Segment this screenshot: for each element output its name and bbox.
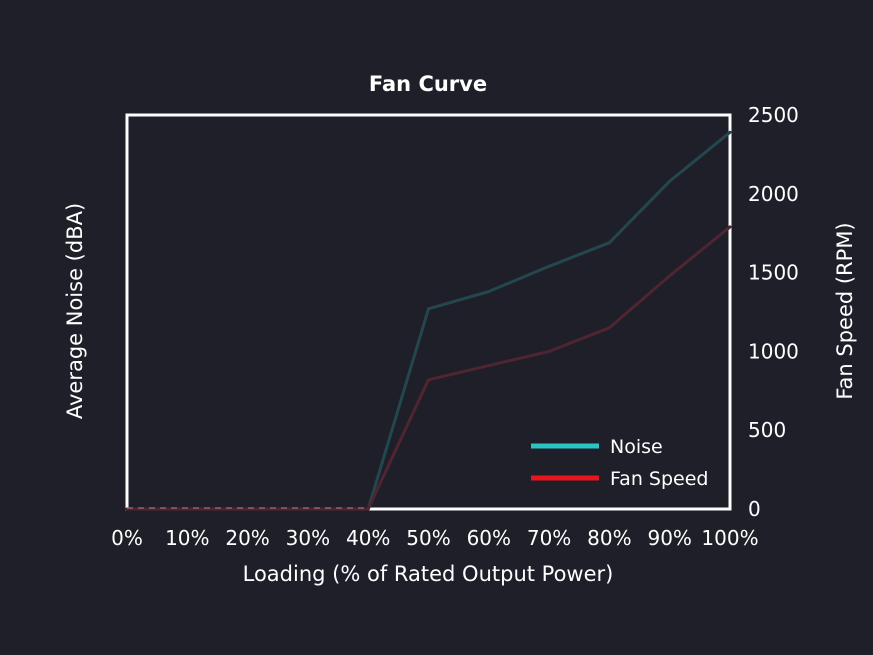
legend-label-fan-speed: Fan Speed xyxy=(610,468,708,490)
data-point-fan-speed xyxy=(607,326,611,330)
data-point-fan-speed xyxy=(668,274,672,278)
x-tick-label: 20% xyxy=(225,526,269,550)
data-point-noise xyxy=(547,264,551,268)
y-tick-label: 1500 xyxy=(748,261,799,285)
x-tick-label: 50% xyxy=(406,526,450,550)
data-point-fan-speed xyxy=(366,507,370,511)
x-tick-label: 30% xyxy=(286,526,330,550)
y-right-axis-ticks: 0 500 1000 1500 2000 2500 xyxy=(748,103,799,521)
x-tick-label: 70% xyxy=(527,526,571,550)
x-tick-label: 100% xyxy=(701,526,758,550)
x-tick-label: 0% xyxy=(111,526,143,550)
x-tick-label: 60% xyxy=(467,526,511,550)
data-point-fan-speed xyxy=(547,349,551,353)
legend: Noise Fan Speed xyxy=(531,436,708,490)
plot-area xyxy=(125,113,732,511)
y-left-axis-label: Average Noise (dBA) xyxy=(63,203,87,419)
data-point-fan-speed xyxy=(427,378,430,382)
chart-title: Fan Curve xyxy=(369,72,487,96)
y-tick-label: 0 xyxy=(748,497,761,521)
y-tick-label: 500 xyxy=(748,418,786,442)
legend-label-noise: Noise xyxy=(610,436,663,458)
data-point-fan-speed xyxy=(728,225,732,229)
series-layer xyxy=(125,130,732,511)
x-tick-label: 90% xyxy=(647,526,691,550)
data-point-noise xyxy=(668,179,672,183)
y-right-axis-label: Fan Speed (RPM) xyxy=(833,222,857,399)
y-tick-label: 1000 xyxy=(748,339,799,363)
y-tick-label: 2500 xyxy=(748,103,799,127)
x-tick-label: 10% xyxy=(165,526,209,550)
series-line-fan-speed xyxy=(127,225,731,511)
x-tick-label: 80% xyxy=(587,526,631,550)
x-axis-ticks: 0% 10% 20% 30% 40% 50% 60% 70% 80% 90% 100% xyxy=(111,526,758,550)
x-tick-label: 40% xyxy=(346,526,390,550)
y-tick-label: 2000 xyxy=(748,182,799,206)
data-point-noise xyxy=(427,307,430,311)
x-axis-label: Loading (% of Rated Output Power) xyxy=(243,562,614,586)
data-point-noise xyxy=(487,290,491,293)
data-point-fan-speed xyxy=(487,364,491,368)
data-point-noise xyxy=(728,130,732,134)
data-point-noise xyxy=(607,241,611,245)
